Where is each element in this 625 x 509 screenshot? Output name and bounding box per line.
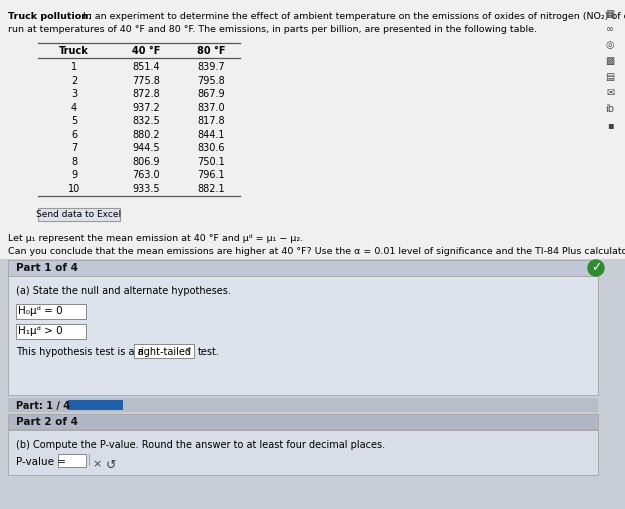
- Bar: [134, 344, 194, 358]
- Text: 9: 9: [71, 170, 77, 180]
- Text: 837.0: 837.0: [198, 102, 225, 112]
- Text: This hypothesis test is a a: This hypothesis test is a a: [16, 347, 144, 357]
- Text: H₁:: H₁:: [18, 326, 34, 336]
- Text: 796.1: 796.1: [198, 170, 225, 180]
- Text: 937.2: 937.2: [132, 102, 160, 112]
- Bar: [38, 208, 120, 220]
- Text: (a) State the null and alternate hypotheses.: (a) State the null and alternate hypothe…: [16, 286, 231, 296]
- Text: 763.0: 763.0: [132, 170, 160, 180]
- Bar: [8, 260, 598, 395]
- Text: 817.8: 817.8: [198, 116, 225, 126]
- Text: ∞: ∞: [606, 24, 614, 34]
- Text: Send data to Excel: Send data to Excel: [36, 210, 121, 218]
- Text: ▩: ▩: [606, 56, 614, 66]
- Text: Truck pollution:: Truck pollution:: [8, 12, 92, 21]
- Text: ib: ib: [606, 104, 614, 114]
- Text: 944.5: 944.5: [132, 143, 160, 153]
- Text: 7: 7: [71, 143, 77, 153]
- Text: ✓: ✓: [591, 261, 601, 274]
- Text: Truck: Truck: [59, 46, 89, 56]
- Text: μᵈ > 0: μᵈ > 0: [30, 326, 62, 336]
- Text: 851.4: 851.4: [132, 62, 160, 72]
- Text: ▪: ▪: [607, 120, 613, 130]
- Text: P-value =: P-value =: [16, 457, 66, 467]
- Text: 832.5: 832.5: [132, 116, 160, 126]
- Text: 80 °F: 80 °F: [197, 46, 225, 56]
- Text: 4: 4: [71, 102, 77, 112]
- Text: 867.9: 867.9: [198, 89, 225, 99]
- Text: 872.8: 872.8: [132, 89, 160, 99]
- Text: Can you conclude that the mean emissions are higher at 40 °F? Use the α = 0.01 l: Can you conclude that the mean emissions…: [8, 247, 625, 256]
- Text: 40 °F: 40 °F: [132, 46, 160, 56]
- Text: run at temperatures of 40 °F and 80 °F. The emissions, in parts per billion, are: run at temperatures of 40 °F and 80 °F. …: [8, 25, 537, 34]
- Text: (b) Compute the P-value. Round the answer to at least four decimal places.: (b) Compute the P-value. Round the answe…: [16, 440, 385, 450]
- Text: Let μ₁ represent the mean emission at 40 °F and μᵈ = μ₁ − μ₂.: Let μ₁ represent the mean emission at 40…: [8, 234, 303, 243]
- Text: Part 1 of 4: Part 1 of 4: [16, 263, 78, 273]
- Bar: [58, 454, 86, 467]
- Text: 3: 3: [71, 89, 77, 99]
- Text: ◎: ◎: [606, 40, 614, 50]
- Bar: [0, 0, 625, 259]
- Circle shape: [588, 260, 604, 276]
- Text: test.: test.: [198, 347, 220, 357]
- Bar: [16, 324, 86, 339]
- Text: ▤: ▤: [606, 72, 614, 82]
- Text: 795.8: 795.8: [197, 75, 225, 86]
- Bar: [68, 400, 123, 410]
- Text: H₀:: H₀:: [18, 306, 34, 316]
- Text: 750.1: 750.1: [197, 156, 225, 166]
- Text: 5: 5: [71, 116, 77, 126]
- Text: 830.6: 830.6: [198, 143, 225, 153]
- Text: 882.1: 882.1: [198, 184, 225, 193]
- Text: 806.9: 806.9: [132, 156, 160, 166]
- Bar: [8, 260, 598, 276]
- Text: 880.2: 880.2: [132, 129, 160, 139]
- Text: right-tailed: right-tailed: [137, 347, 191, 357]
- Text: Part: 1 / 4: Part: 1 / 4: [16, 401, 70, 411]
- Text: 775.8: 775.8: [132, 75, 160, 86]
- Text: ×: ×: [92, 459, 101, 469]
- Text: In an experiment to determine the effect of ambient temperature on the emissions: In an experiment to determine the effect…: [80, 12, 625, 21]
- Text: 2: 2: [71, 75, 77, 86]
- Text: ✉: ✉: [606, 88, 614, 98]
- Text: Part 2 of 4: Part 2 of 4: [16, 417, 78, 427]
- Text: 1: 1: [71, 62, 77, 72]
- Text: 839.7: 839.7: [198, 62, 225, 72]
- Bar: [8, 414, 598, 429]
- Text: 6: 6: [71, 129, 77, 139]
- Text: 933.5: 933.5: [132, 184, 160, 193]
- Text: 10: 10: [68, 184, 80, 193]
- Text: 8: 8: [71, 156, 77, 166]
- Text: ▦: ▦: [606, 9, 614, 19]
- Text: μᵈ = 0: μᵈ = 0: [30, 306, 62, 316]
- Text: 844.1: 844.1: [198, 129, 225, 139]
- Text: ↺: ↺: [106, 459, 116, 472]
- Bar: [8, 430, 598, 475]
- Text: ▼: ▼: [186, 348, 191, 353]
- Bar: [16, 304, 86, 319]
- Bar: [8, 398, 598, 412]
